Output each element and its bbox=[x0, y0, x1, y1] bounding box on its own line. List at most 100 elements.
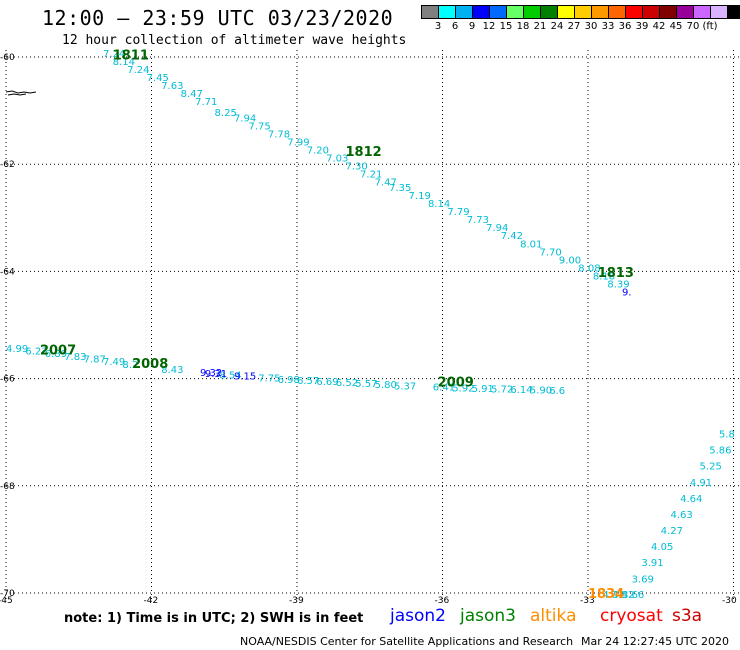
legend-swatch bbox=[727, 5, 740, 19]
wave-height-label: 7.63 bbox=[161, 81, 183, 92]
track-time-label: 2008 bbox=[132, 357, 168, 372]
track-time-label: 2009 bbox=[438, 376, 474, 391]
wave-height-label: 5.8 bbox=[719, 430, 735, 441]
legend-label: 21 bbox=[533, 21, 547, 32]
wave-height-label: 8.08 bbox=[578, 263, 600, 274]
satellite-s3a: s3a bbox=[672, 606, 703, 626]
wave-height-label: 7.30 bbox=[346, 162, 368, 173]
wave-height-label: 3.91 bbox=[641, 558, 663, 569]
footer-note: note: 1) Time is in UTC; 2) SWH is in fe… bbox=[64, 611, 364, 626]
lon-tick-label: -30 bbox=[722, 596, 737, 605]
wave-height-label: 8.39 bbox=[607, 279, 629, 290]
legend-label: 6 bbox=[451, 21, 459, 32]
lat-tick-label: -66 bbox=[0, 375, 15, 385]
legend-label: 27 bbox=[567, 21, 581, 32]
legend-label: 70 bbox=[686, 21, 700, 32]
satellite-jason3: jason3 bbox=[460, 606, 516, 626]
legend-label: 42 bbox=[652, 21, 666, 32]
lat-tick-label: -60 bbox=[0, 53, 15, 63]
track-time-label: 2007 bbox=[40, 343, 76, 358]
page-subtitle: 12 hour collection of altimeter wave hei… bbox=[62, 33, 407, 48]
lon-tick-label: -45 bbox=[0, 596, 13, 605]
wave-height-label: 9.32 bbox=[200, 368, 222, 379]
wave-height-label: 8.2 bbox=[122, 360, 138, 371]
legend-label: 24 bbox=[550, 21, 564, 32]
wave-height-label: 7.79 bbox=[447, 207, 469, 218]
wave-height-label: 7.49 bbox=[103, 357, 125, 368]
track: 1811 1812 1813 2007 2008 2009 bbox=[40, 49, 634, 391]
wave-height-label: 7.19 bbox=[409, 191, 431, 202]
legend-label: 12 bbox=[482, 21, 496, 32]
legend-label: 3 bbox=[434, 21, 442, 32]
legend-label: 18 bbox=[516, 21, 530, 32]
coastline bbox=[5, 90, 37, 96]
wave-height-label: 6.89 bbox=[45, 349, 67, 360]
wave-height-label: 5.72 bbox=[491, 385, 513, 396]
wave-height-label: 9. bbox=[622, 288, 632, 299]
wave-height-label: 9.15 bbox=[234, 372, 256, 383]
wave-height-label: 7.71 bbox=[195, 97, 217, 108]
wave-height-label: 5.37 bbox=[394, 381, 416, 392]
wave-height-label: 4.64 bbox=[680, 494, 702, 505]
legend-label: 9 bbox=[468, 21, 476, 32]
satellite-altika: altika bbox=[530, 606, 577, 626]
wave-height-label: 5.90 bbox=[530, 386, 552, 397]
wave-height-label: 6.6 bbox=[549, 386, 565, 397]
wave-height-label: 6.69 bbox=[316, 377, 338, 388]
wave-height-label: 7.24 bbox=[127, 65, 149, 76]
wave-height-label: 7.35 bbox=[389, 183, 411, 194]
legend-label: 39 bbox=[635, 21, 649, 32]
wave-height-label: 7.47 bbox=[375, 178, 397, 189]
wave-height-label: 9.00 bbox=[559, 255, 581, 266]
wave-height-label: 6.52 bbox=[336, 378, 358, 389]
lat-tick-label: -62 bbox=[0, 160, 15, 170]
lon-tick-label: -42 bbox=[144, 596, 159, 605]
wave-height-label: 5.25 bbox=[700, 462, 722, 473]
wave-height-label: 7.20 bbox=[307, 145, 329, 156]
lat-tick-label: -70 bbox=[0, 589, 15, 599]
wave-height-label: 3.69 bbox=[632, 574, 654, 585]
wave-height-label: 7.70 bbox=[540, 247, 562, 258]
lon-tick-label: -36 bbox=[435, 596, 450, 605]
wave-height-label: 4.42 bbox=[603, 590, 625, 601]
wave-height-label: 7.21 bbox=[360, 170, 382, 181]
wave-height-label: 8.14 bbox=[428, 199, 450, 210]
wave-height-label: 9.31 bbox=[205, 369, 227, 380]
wave-height-label: 7.42 bbox=[501, 231, 523, 242]
wave-height-label: 7.24 bbox=[103, 49, 125, 60]
legend-label: 33 bbox=[601, 21, 615, 32]
wave-height-label: 8.18 bbox=[593, 271, 615, 282]
track: 9.329.31 9.15 9. bbox=[200, 288, 631, 383]
wave-height-label: 7.87 bbox=[84, 355, 106, 366]
wave-height-label: 8.43 bbox=[161, 365, 183, 376]
wave-height-label: 7.99 bbox=[287, 137, 309, 148]
wave-height-label: 7.94 bbox=[234, 113, 256, 124]
map-grid bbox=[5, 50, 740, 600]
color-legend: 3 6 9 12 15 18 21 24 27 30 33 36 39 42 45 70 (ft) bbox=[421, 5, 740, 33]
wave-height-label: 4.27 bbox=[661, 526, 683, 537]
legend-swatches bbox=[421, 5, 740, 19]
wave-height-label: 4.91 bbox=[690, 478, 712, 489]
wave-height-label: 7.83 bbox=[64, 352, 86, 363]
wave-height-label: 6.14 bbox=[510, 385, 532, 396]
wave-height-label: 8.01 bbox=[520, 239, 542, 250]
satellite-cryosat: cryosat bbox=[600, 606, 663, 626]
wave-height-label: 7.94 bbox=[486, 223, 508, 234]
track-time-label: 1813 bbox=[598, 266, 634, 281]
legend-label: (ft) bbox=[702, 21, 718, 32]
wave-height-label: 8.47 bbox=[181, 89, 203, 100]
generated-timestamp: Mar 24 12:27:45 UTC 2020 bbox=[581, 635, 729, 648]
wave-height-label: 7.73 bbox=[467, 215, 489, 226]
lat-tick-label: -64 bbox=[0, 267, 15, 277]
wave-height-label: 6.57 bbox=[297, 376, 319, 387]
track-time-label: 1811 bbox=[113, 49, 149, 64]
wave-height-label: 6.98 bbox=[278, 375, 300, 386]
wave-height-label: 5.80 bbox=[375, 380, 397, 391]
credit-text: NOAA/NESDIS Center for Satellite Applica… bbox=[240, 635, 574, 648]
wave-height-label: 7.75 bbox=[258, 373, 280, 384]
legend-label: 30 bbox=[584, 21, 598, 32]
track-time-label: 1812 bbox=[346, 145, 382, 160]
wave-height-label: 5.86 bbox=[709, 446, 731, 457]
wave-height-label: 7.75 bbox=[249, 121, 271, 132]
wave-height-label: 7.03 bbox=[326, 154, 348, 165]
